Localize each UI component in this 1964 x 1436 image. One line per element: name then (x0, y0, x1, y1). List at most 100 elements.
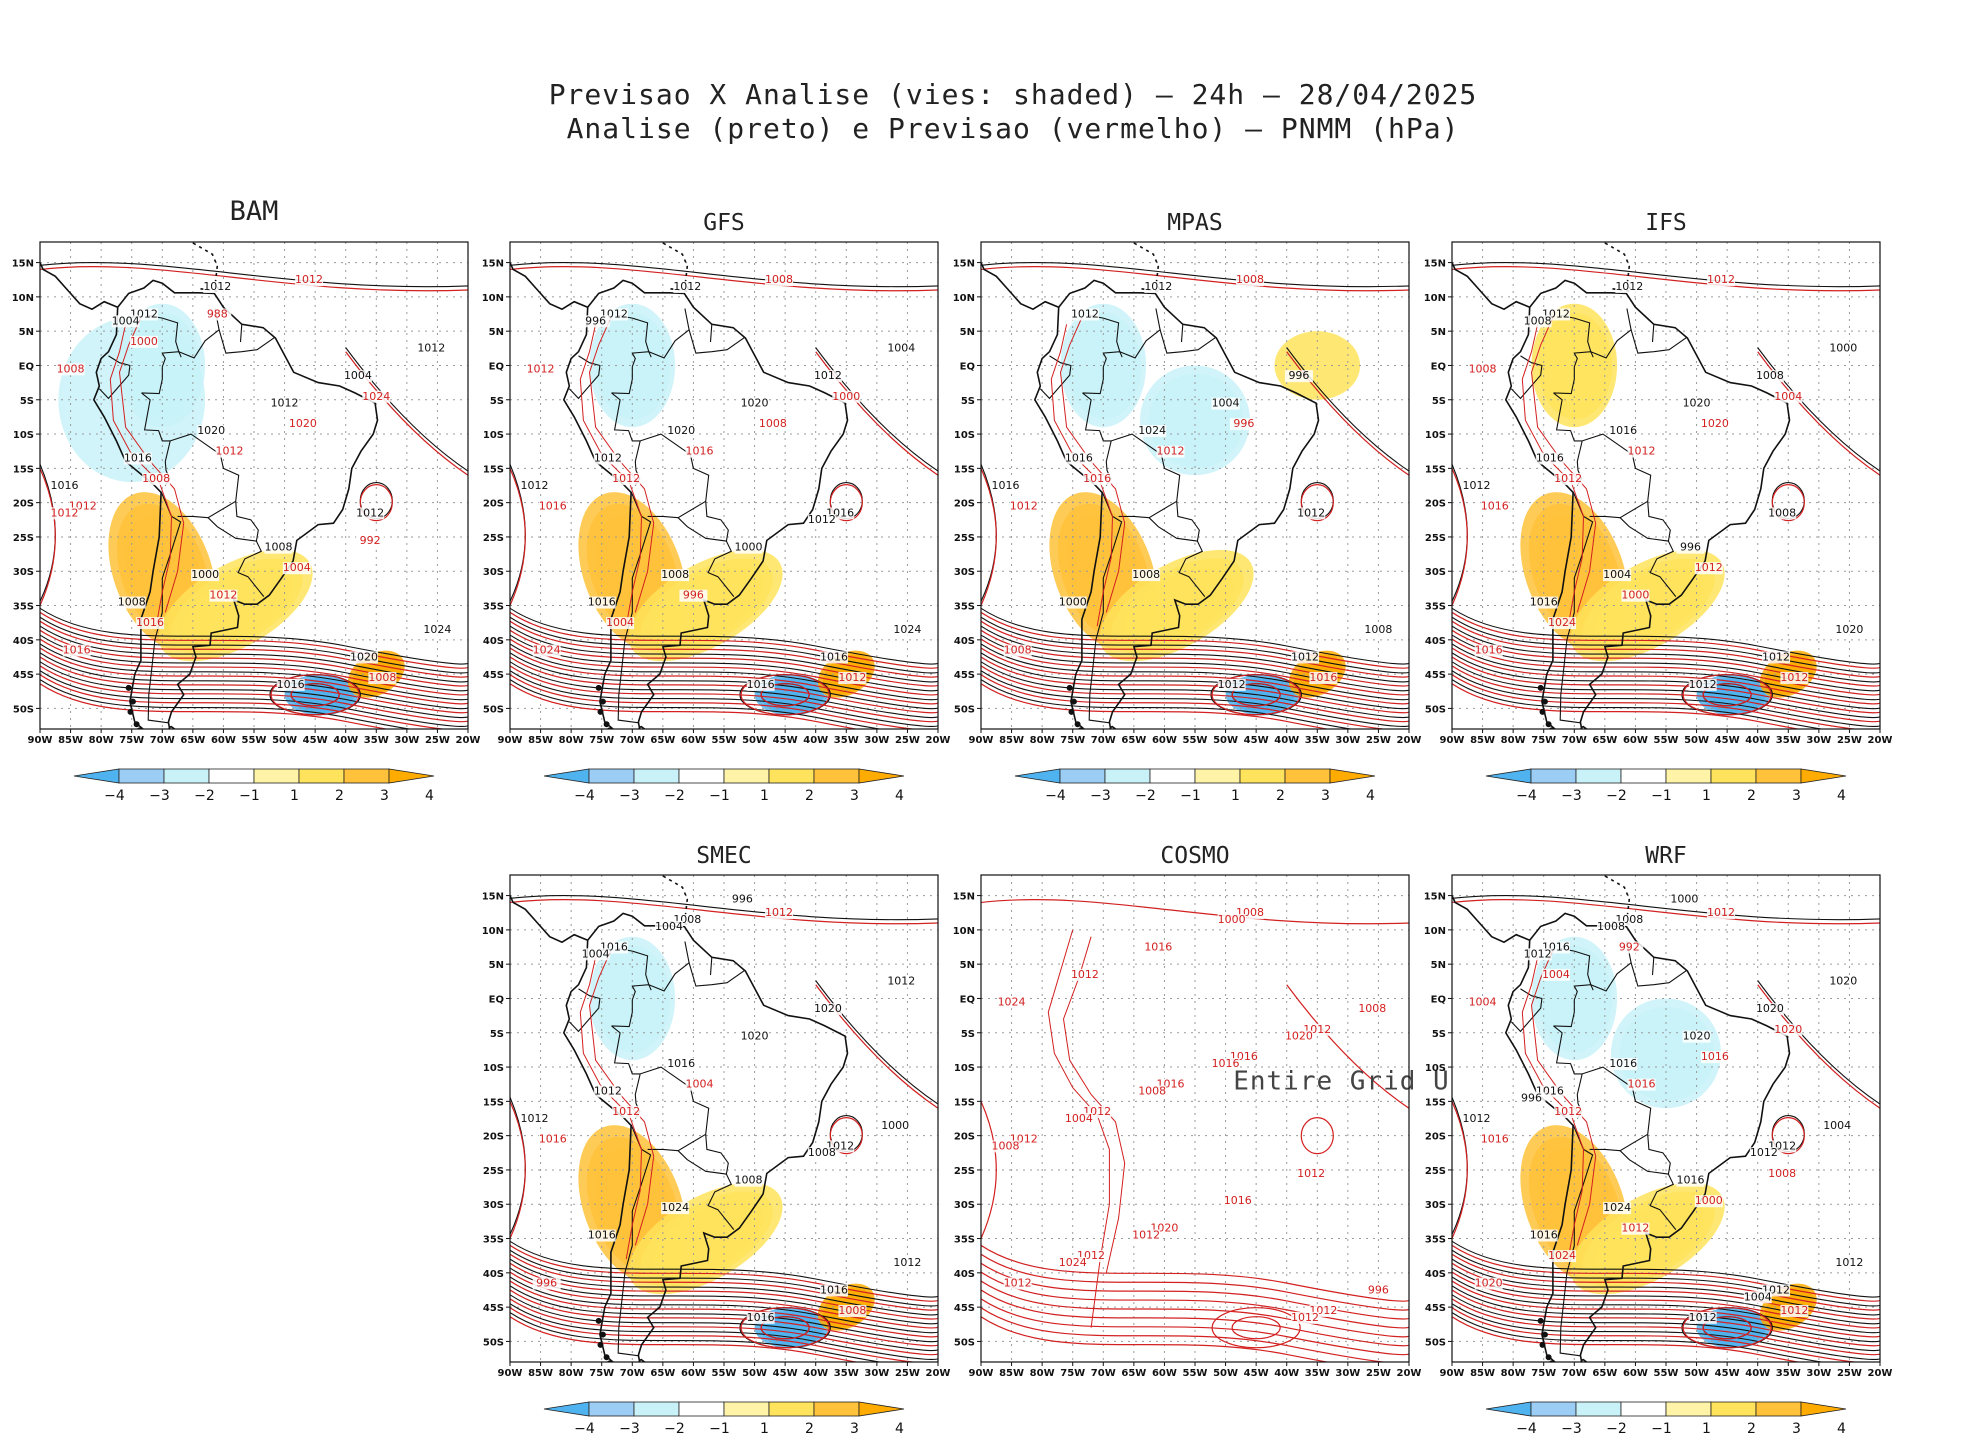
lon-tick-label: 55W (712, 1368, 737, 1379)
panel-mpas: MPAS 1012 1012 1012 1016 1012 1016 1012 1024 1008… (953, 210, 1422, 804)
lat-tick-label: 5S (961, 1029, 975, 1040)
contour-label: 1008 (368, 671, 396, 684)
lat-tick-label: 30S (13, 567, 34, 578)
contour-label: 1012 (594, 1084, 622, 1097)
contour-label: 1000 (1218, 913, 1246, 926)
panel-cosmo: COSMO 1012 1008 1012 1012 1016 1012 1016 1012 101… (953, 843, 1516, 1379)
contour-label: 996 (536, 1277, 557, 1290)
lon-tick-label: 20W (926, 735, 951, 746)
contour-label: 1012 (520, 1112, 548, 1125)
axes: 15N 10N 5N EQ 5S 10S 15S 20S 25S 30S 35S 40S 45S 50S 9… (12, 259, 481, 746)
map-area: 1016 1012 1008 1012 1012 1016 1012 1016 1012 1020… (1452, 875, 1880, 1362)
colorbar-label: 1 (1231, 788, 1240, 804)
colorbar-label: −4 (574, 1421, 595, 1436)
lat-tick-label: 20S (483, 1132, 504, 1143)
lat-tick-label: 35S (13, 602, 34, 613)
lon-tick-label: 30W (1335, 735, 1360, 746)
contour-label: 1016 (747, 1311, 775, 1324)
contour-label: 1012 (1707, 273, 1735, 286)
lon-tick-label: 70W (620, 735, 645, 746)
contour-label: 1000 (832, 390, 860, 403)
lat-tick-label: 20S (13, 499, 34, 510)
lat-tick-label: 20S (954, 1132, 975, 1143)
lon-tick-label: 55W (1183, 1368, 1208, 1379)
contour-label: 1012 (1132, 1229, 1160, 1242)
panel-grid: BAM1012101210121016101610161020102010241… (12, 196, 1893, 1436)
lat-tick-label: 5N (489, 327, 504, 338)
lon-tick-label: 75W (1060, 1368, 1085, 1379)
lon-tick-label: 75W (119, 735, 144, 746)
contour-label: 1012 (1071, 968, 1099, 981)
contour-label: 1020 (741, 397, 769, 410)
lat-tick-label: 15S (954, 1097, 975, 1108)
colorbar-segment (1059, 768, 1106, 784)
coastline (1452, 242, 1791, 729)
contour-label: 1012 (1010, 500, 1038, 513)
panel-title: SMEC (696, 843, 751, 869)
lat-tick-label: 5N (1431, 327, 1446, 338)
contour-label: 1012 (814, 369, 842, 382)
panel-title: IFS (1645, 210, 1687, 236)
colorbar-segment (633, 1401, 680, 1417)
contour-label: 1004 (283, 561, 311, 574)
lon-tick-label: 60W (1623, 735, 1648, 746)
contour-label: 1008 (1236, 273, 1264, 286)
contour-labels: 1016 1012 1008 1012 1012 1016 1012 1016 1012 1020… (1462, 892, 1864, 1324)
contour-label: 1000 (1670, 892, 1698, 905)
contour-label: 1016 (588, 1229, 616, 1242)
isobars (981, 261, 1409, 729)
lat-tick-label: EQ (960, 361, 975, 372)
lat-tick-label: 5N (489, 960, 504, 971)
lat-tick-label: 40S (13, 636, 34, 647)
lon-tick-label: 30W (394, 735, 419, 746)
contour-label: 1016 (1609, 1057, 1637, 1070)
contour-label: 1008 (1597, 920, 1625, 933)
colorbar-label: 1 (1702, 1421, 1711, 1436)
colorbar-segment (678, 1401, 725, 1417)
andes-contours (1047, 929, 1126, 1328)
contour-label: 1024 (1059, 1256, 1087, 1269)
lat-tick-label: 5S (20, 396, 34, 407)
lat-tick-label: 30S (1425, 567, 1446, 578)
contour-label: 1000 (881, 1119, 909, 1132)
main-title-line2: Analise (preto) e Previsao (vermelho) – … (567, 112, 1460, 145)
contour-label: 1012 (1071, 307, 1099, 320)
contour-label: 1008 (1358, 1002, 1386, 1015)
colorbar-segment (768, 768, 815, 784)
lon-tick-label: 40W (803, 735, 828, 746)
coastline (40, 242, 379, 729)
country-borders (1510, 308, 1688, 724)
contour-label: 1008 (142, 472, 170, 485)
lon-tick-label: 50W (1684, 1368, 1709, 1379)
lat-tick-label: 10N (1424, 926, 1446, 937)
contour-label: 1024 (423, 623, 451, 636)
lat-tick-label: 40S (483, 1269, 504, 1280)
lon-tick-label: 85W (1470, 1368, 1495, 1379)
lon-tick-label: 75W (589, 1368, 614, 1379)
contour-label: 1016 (667, 1057, 695, 1070)
colorbar-label: −1 (1180, 788, 1201, 804)
lat-tick-label: 15N (482, 892, 504, 903)
contour-label: 1004 (112, 314, 140, 327)
lat-tick-label: 15S (954, 464, 975, 475)
contour-label: 1016 (1144, 940, 1172, 953)
contour-label: 1020 (289, 417, 317, 430)
colorbar-segment (73, 768, 120, 784)
map-background (981, 875, 1409, 1362)
lon-tick-label: 90W (969, 735, 994, 746)
contour-label: 1020 (1701, 417, 1729, 430)
lon-tick-label: 60W (681, 1368, 706, 1379)
lat-tick-label: 50S (13, 704, 34, 715)
contour-label: 1024 (362, 390, 390, 403)
colorbar-label: −3 (149, 788, 170, 804)
lon-tick-label: 80W (89, 735, 114, 746)
contour-label: 1016 (1309, 671, 1337, 684)
lon-tick-label: 50W (742, 735, 767, 746)
contour-label: 1000 (130, 335, 158, 348)
lon-tick-label: 80W (1501, 1368, 1526, 1379)
contour-label: 1008 (264, 541, 292, 554)
lon-tick-label: 65W (1121, 1368, 1146, 1379)
colorbar-segment (1665, 1401, 1712, 1417)
lat-tick-label: 45S (483, 1303, 504, 1314)
lon-tick-label: 25W (425, 735, 450, 746)
